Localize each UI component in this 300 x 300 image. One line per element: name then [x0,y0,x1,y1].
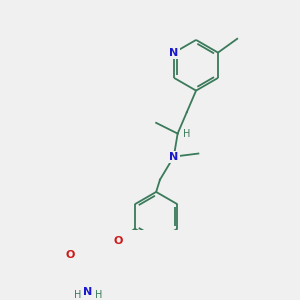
Text: N: N [169,48,179,58]
Text: H: H [95,290,103,300]
Text: H: H [183,129,190,139]
Text: N: N [83,287,93,297]
Text: O: O [113,236,123,246]
Text: N: N [169,152,178,162]
Text: H: H [74,290,81,300]
Text: O: O [66,250,75,260]
